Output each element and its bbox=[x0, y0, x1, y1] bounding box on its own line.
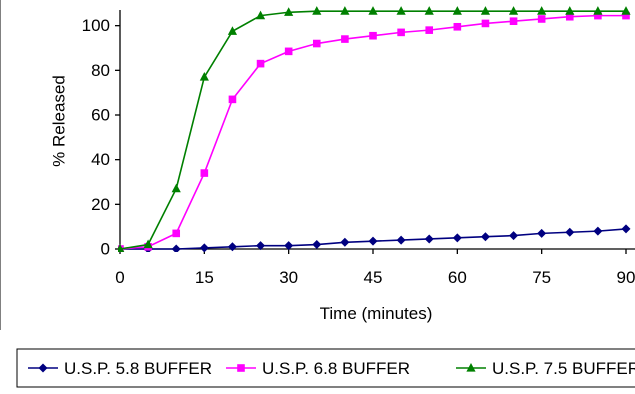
series-3-point bbox=[284, 7, 294, 16]
y-tick-label: 80 bbox=[91, 61, 110, 80]
series-3-line bbox=[119, 10, 626, 250]
series-1-point bbox=[227, 242, 237, 252]
legend-label: U.S.P. 7.5 BUFFER bbox=[492, 359, 635, 378]
series-layer bbox=[118, 6, 631, 252]
series-3-point bbox=[368, 6, 378, 15]
series-3-point bbox=[255, 10, 266, 20]
x-tick-label: 45 bbox=[364, 268, 383, 287]
x-tick-label: 90 bbox=[617, 268, 635, 287]
legend-box bbox=[16, 348, 635, 388]
series-3-point bbox=[118, 244, 125, 252]
series-1-point bbox=[368, 236, 378, 246]
legend-label: U.S.P. 5.8 BUFFER bbox=[64, 359, 212, 378]
y-tick-label: 60 bbox=[91, 106, 110, 125]
series-3-point bbox=[480, 6, 491, 15]
series-3-point bbox=[593, 6, 603, 15]
x-tick-label: 15 bbox=[195, 268, 214, 287]
y-tick-label: 20 bbox=[91, 195, 110, 214]
series-1-point bbox=[480, 232, 490, 242]
y-axis-title: % Released bbox=[49, 75, 68, 167]
series-2-point bbox=[509, 17, 518, 25]
series-3-point bbox=[452, 6, 462, 15]
series-3-point bbox=[340, 6, 350, 15]
series-2-point bbox=[537, 15, 546, 23]
series-2-point bbox=[284, 47, 293, 56]
legend-item: U.S.P. 6.8 BUFFER bbox=[226, 359, 410, 378]
series-2-point bbox=[453, 22, 462, 31]
series-3-point bbox=[312, 6, 322, 15]
series-2-point bbox=[397, 28, 405, 37]
series-2-point bbox=[172, 229, 181, 238]
y-tick-label: 0 bbox=[101, 240, 110, 259]
series-2-point bbox=[594, 11, 602, 20]
legend-item: U.S.P. 5.8 BUFFER bbox=[28, 359, 212, 378]
series-1-point bbox=[312, 240, 322, 250]
series-1-point bbox=[565, 227, 575, 237]
series-1-point bbox=[199, 243, 209, 252]
x-tick-label: 75 bbox=[532, 268, 551, 287]
series-3-point bbox=[396, 6, 406, 15]
series-1-point bbox=[340, 237, 350, 247]
x-tick-label: 30 bbox=[279, 268, 298, 287]
plot-axes bbox=[119, 10, 635, 250]
series-1-point bbox=[452, 233, 462, 243]
legend-swatch-marker bbox=[237, 364, 245, 372]
series-1-point bbox=[621, 224, 631, 234]
series-3-point bbox=[143, 239, 153, 249]
series-3-point bbox=[621, 6, 631, 15]
series-1-point bbox=[396, 235, 406, 245]
legend-items: U.S.P. 5.8 BUFFER U.S.P. 6.8 BUFFER U.S.P.… bbox=[28, 359, 635, 378]
y-ticks: 0 20 40 60 80 100 bbox=[82, 16, 120, 259]
series-2-point bbox=[200, 169, 209, 177]
y-tick-label: 100 bbox=[82, 16, 110, 35]
series-1-point bbox=[256, 241, 266, 251]
series-2-point bbox=[622, 11, 630, 20]
series-1-point bbox=[593, 226, 603, 236]
series-2 bbox=[118, 11, 630, 252]
series-2-point bbox=[369, 31, 377, 40]
series-2-point bbox=[312, 39, 321, 48]
series-3-point bbox=[537, 6, 547, 15]
series-2-point bbox=[425, 26, 434, 34]
y-tick-label: 40 bbox=[91, 150, 110, 169]
series-1-point bbox=[509, 231, 519, 241]
series-3-point bbox=[565, 6, 575, 15]
series-3-point bbox=[508, 6, 519, 15]
series-3-point bbox=[171, 183, 181, 193]
series-3-point bbox=[424, 6, 434, 15]
series-2-line bbox=[119, 14, 626, 250]
series-3-point bbox=[199, 72, 209, 81]
legend: U.S.P. 5.8 BUFFER U.S.P. 6.8 BUFFER U.S.P.… bbox=[16, 348, 635, 388]
series-2-point bbox=[228, 95, 237, 104]
series-2-point bbox=[341, 35, 349, 43]
series-1-point bbox=[284, 241, 294, 251]
legend-label: U.S.P. 6.8 BUFFER bbox=[262, 359, 410, 378]
series-1-point bbox=[424, 234, 434, 244]
x-tick-label: 0 bbox=[115, 268, 124, 287]
series-2-point bbox=[481, 19, 490, 28]
x-axis-title: Time (minutes) bbox=[320, 304, 433, 323]
series-1-point bbox=[171, 244, 181, 252]
series-3-point bbox=[227, 26, 238, 35]
series-3 bbox=[118, 6, 631, 252]
x-ticks: 0 15 30 45 60 75 90 bbox=[115, 249, 635, 287]
series-2-point bbox=[565, 12, 574, 21]
series-2-point bbox=[256, 59, 265, 68]
legend-swatch-marker bbox=[38, 363, 48, 373]
x-tick-label: 60 bbox=[448, 268, 467, 287]
legend-item: U.S.P. 7.5 BUFFER bbox=[456, 359, 635, 378]
legend-swatch-marker bbox=[466, 363, 476, 372]
series-1-point bbox=[537, 228, 547, 238]
